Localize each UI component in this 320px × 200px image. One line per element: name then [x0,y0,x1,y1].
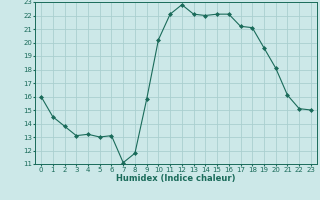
X-axis label: Humidex (Indice chaleur): Humidex (Indice chaleur) [116,174,236,183]
